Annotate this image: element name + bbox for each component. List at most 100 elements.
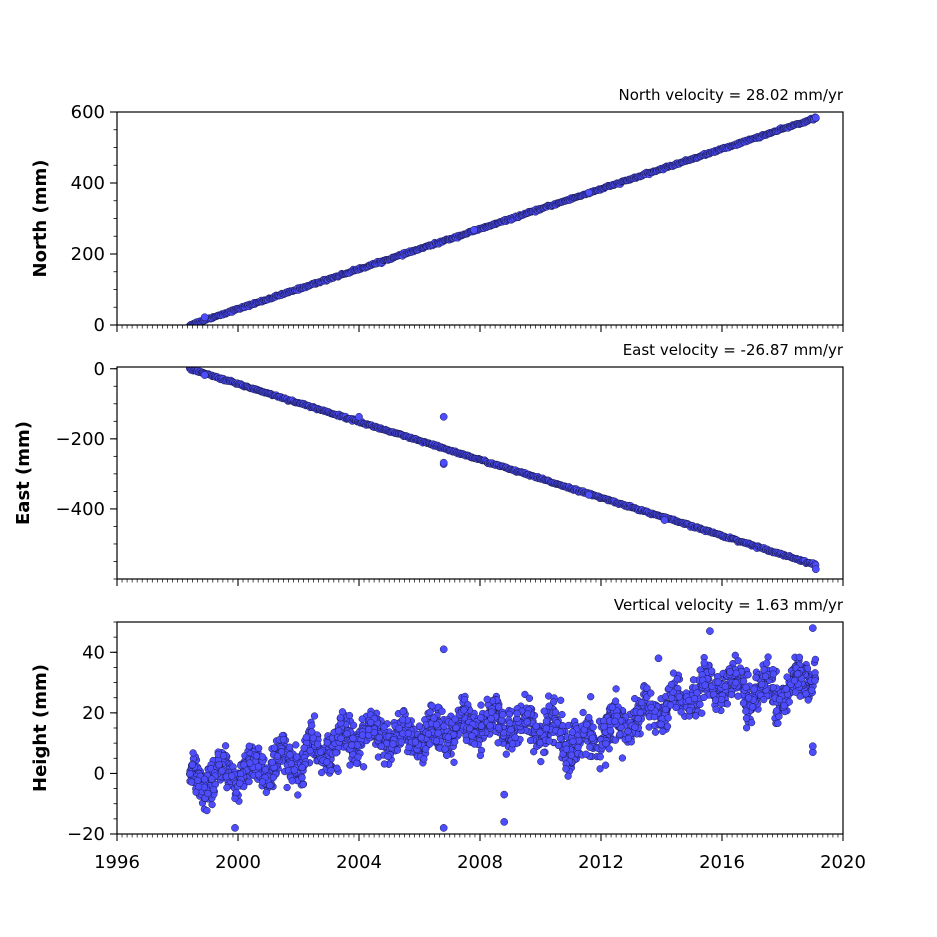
height-point-2136	[714, 678, 722, 686]
height-point-2059	[545, 702, 553, 710]
height-point-2178	[460, 706, 468, 714]
east-ytick-label-1: −200	[56, 429, 105, 450]
height-point-2003	[511, 733, 519, 741]
height-point-2181	[600, 723, 608, 731]
height-point-2182	[742, 707, 750, 715]
height-point-1990	[637, 698, 646, 707]
height-point-2157	[556, 728, 565, 736]
height-point-1067	[554, 741, 563, 750]
height-point-1295	[557, 696, 565, 704]
height-point-1796	[507, 726, 515, 734]
height-point-2156	[536, 728, 544, 737]
east-point-766	[660, 516, 669, 524]
height-point-2046	[204, 789, 212, 798]
height-point-1976	[494, 724, 503, 732]
height-point-2098	[393, 746, 402, 754]
height-point-2114	[354, 753, 362, 761]
height-point-1909	[405, 743, 413, 752]
height-point-2036	[298, 774, 306, 782]
height-point-2085	[769, 670, 778, 678]
height-point-1373	[734, 657, 742, 665]
height-point-1822	[299, 780, 307, 789]
height-point-2068	[721, 682, 729, 690]
height-point-2089	[795, 653, 804, 661]
height-point-2147	[189, 749, 197, 757]
height-point-691	[596, 765, 604, 773]
height-point-1419	[739, 699, 748, 707]
height-point-861	[612, 685, 620, 693]
height-point-2123	[188, 761, 196, 769]
height-point-2132	[262, 788, 270, 797]
height-point-1694	[258, 753, 267, 761]
height-point-2175	[608, 703, 617, 711]
height-point-2179	[583, 720, 591, 729]
height-ytick-label-0: −20	[67, 824, 105, 845]
height-point-1100	[359, 763, 368, 771]
height-point-1705	[380, 760, 389, 768]
height-point-1418	[750, 685, 758, 693]
height-panel: −20 0 20 40 1996 2000 2004 2008 2012 2016 2020 Ver…	[30, 596, 866, 873]
height-point-2199	[582, 750, 590, 758]
height-point-2192	[268, 758, 276, 766]
height-point-2183	[404, 729, 412, 738]
height-point-820	[494, 739, 502, 747]
height-point-1711	[689, 676, 698, 684]
height-point-2118	[785, 698, 793, 706]
height-point-2202	[500, 790, 509, 799]
height-point-1927	[300, 744, 308, 752]
height-xtick-label-0: 1996	[94, 852, 140, 873]
height-point-1722	[308, 721, 316, 730]
height-point-118	[537, 757, 545, 766]
height-point-2024	[589, 723, 597, 731]
height-point-2103	[430, 714, 438, 722]
height-point-2207	[231, 824, 239, 832]
height-point-2120	[343, 729, 351, 738]
height-point-1424	[651, 728, 660, 736]
height-point-1917	[309, 734, 317, 742]
height-point-1940	[574, 743, 582, 752]
east-panel: 0 −200 −400 East velocity = -26.87 mm/yr E…	[13, 341, 844, 586]
height-point-2208	[706, 627, 714, 635]
height-point-1532	[313, 740, 322, 748]
height-point-1780	[286, 751, 294, 759]
height-point-2032	[323, 739, 331, 747]
height-point-2009	[657, 720, 665, 728]
height-point-2011	[246, 759, 254, 767]
height-point-1723	[636, 708, 644, 717]
height-point-2133	[218, 767, 226, 775]
height-point-1766	[742, 683, 750, 691]
height-point-2170	[551, 708, 560, 716]
height-point-838	[358, 715, 366, 723]
height-point-2074	[526, 736, 535, 745]
height-point-2121	[708, 667, 716, 675]
north-ytick-label-0: 0	[94, 315, 105, 336]
height-point-1602	[397, 738, 406, 746]
height-point-1690	[763, 659, 771, 667]
height-point-2115	[323, 758, 331, 766]
height-point-2158	[690, 694, 699, 703]
height-point-2055	[283, 783, 291, 792]
height-point-1553	[245, 742, 253, 750]
height-point-2060	[389, 740, 397, 748]
north-ytick-label-2: 400	[71, 173, 105, 194]
height-point-1504	[663, 722, 672, 730]
height-point-1873	[415, 722, 424, 730]
height-point-2151	[568, 728, 577, 736]
height-point-1881	[476, 751, 485, 760]
height-point-1971	[624, 727, 632, 736]
height-point-1953	[285, 743, 294, 751]
height-point-2206	[808, 742, 817, 751]
height-point-1036	[586, 743, 594, 751]
height-point-1803	[290, 766, 298, 774]
height-point-2184	[488, 708, 496, 716]
height-point-1930	[587, 693, 595, 701]
height-point-2176	[483, 695, 491, 703]
north-velocity-title: North velocity = 28.02 mm/yr	[619, 86, 844, 104]
height-point-2087	[240, 761, 248, 769]
height-point-2167	[804, 696, 812, 704]
height-point-1707	[468, 732, 476, 740]
height-point-2187	[462, 736, 471, 745]
height-point-258	[208, 800, 216, 809]
height-point-2140	[377, 742, 385, 750]
height-point-2166	[466, 724, 474, 733]
